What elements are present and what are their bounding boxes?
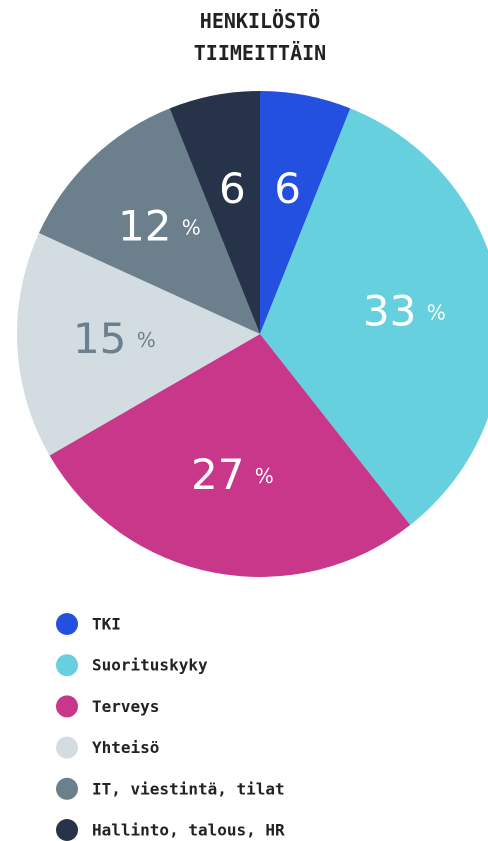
data-label: 6 [274, 163, 301, 212]
pie-slice [260, 91, 351, 334]
pie-slice [169, 91, 260, 334]
legend-swatch [56, 777, 78, 800]
legend-swatch [56, 819, 78, 841]
legend-label: Hallinto, talous, HR [92, 821, 285, 840]
legend-label: Suorituskyky [92, 656, 208, 675]
legend-swatch [56, 736, 78, 759]
data-label: 6 [219, 163, 246, 212]
pie-slice [38, 108, 260, 335]
pie-slice [17, 233, 261, 456]
legend-swatch [56, 613, 78, 635]
pie-slice [49, 334, 411, 577]
legend-label: TKI [92, 615, 121, 634]
legend-swatch [56, 695, 78, 718]
chart-title: HENKILÖSTÖ [200, 9, 320, 33]
data-label: 12 % [118, 201, 201, 250]
legend-label: Yhteisö [92, 738, 159, 757]
data-label: 27 % [191, 450, 274, 499]
data-label: 15 % [73, 313, 156, 362]
data-label: 33 % [363, 286, 446, 335]
legend-label: IT, viestintä, tilat [92, 779, 285, 798]
legend-label: Terveys [92, 697, 159, 716]
pie-slice [260, 108, 488, 526]
legend-swatch [56, 654, 78, 677]
chart-title: TIIMEITTÄIN [194, 41, 326, 65]
